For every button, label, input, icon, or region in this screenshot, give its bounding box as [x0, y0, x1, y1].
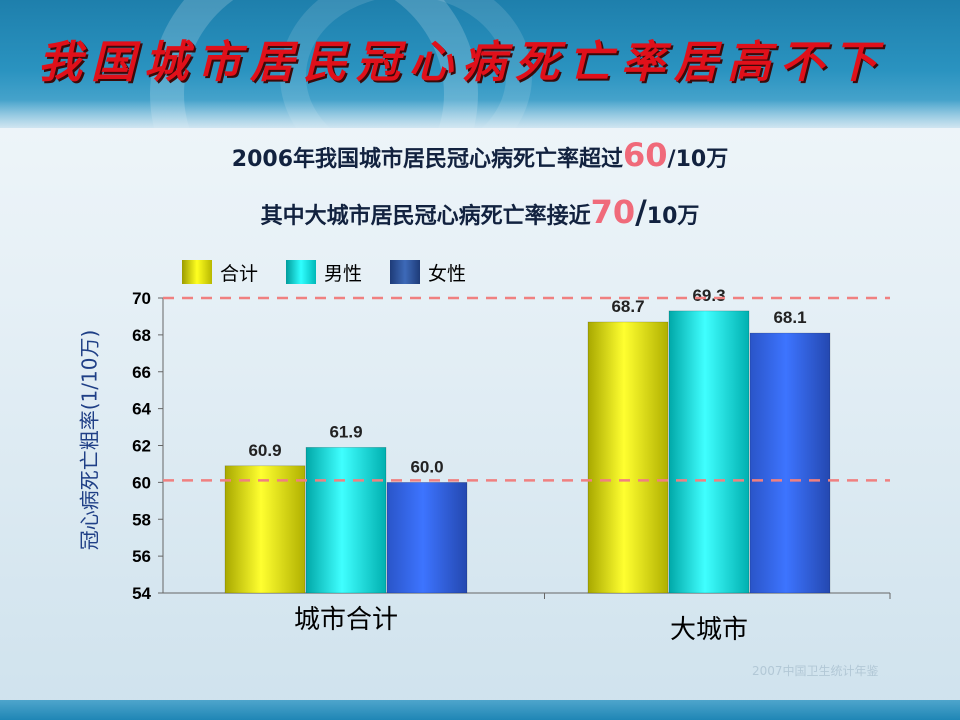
bar-total-0 — [224, 465, 306, 594]
y-tick-label: 60 — [132, 473, 151, 492]
data-label-female-0: 60.0 — [410, 457, 443, 476]
subtitle-2-highlight: 70 — [590, 193, 636, 231]
page-title: 我国城市居民冠心病死亡率居高不下 — [38, 37, 886, 88]
subtitle-2-suffix: 10万 — [646, 204, 700, 229]
legend-label-female: 女性 — [428, 262, 467, 285]
data-label-male-0: 61.9 — [329, 422, 362, 441]
legend-swatch-male — [286, 260, 317, 284]
data-label-female-1: 68.1 — [773, 308, 806, 327]
y-tick-label: 58 — [132, 510, 151, 529]
subtitle-1-suffix: /10万 — [667, 147, 729, 172]
chart-legend: 合计 男性 女性 — [182, 258, 494, 286]
legend-swatch-female — [390, 260, 421, 284]
subtitle-1-prefix: 2006年我国城市居民冠心病死亡率超过 — [231, 147, 624, 172]
legend-item-total: 合计 — [182, 259, 258, 286]
y-tick-label: 56 — [132, 547, 151, 566]
legend-swatch-total — [182, 260, 212, 284]
y-tick-label: 66 — [132, 363, 151, 382]
header-fade — [0, 100, 960, 128]
y-tick-label: 54 — [132, 584, 151, 603]
data-label-total-1: 68.7 — [611, 297, 644, 316]
y-tick-label: 62 — [132, 437, 151, 456]
legend-item-female: 女性 — [390, 259, 466, 286]
header-banner: 我国城市居民冠心病死亡率居高不下 — [0, 0, 960, 128]
legend-label-total: 合计 — [220, 262, 259, 285]
subtitle-2: 其中大城市居民冠心病死亡率接近70/10万 — [0, 193, 960, 231]
subtitle-2-slash: / — [635, 193, 647, 231]
subtitle-1-highlight: 60 — [623, 136, 668, 174]
legend-item-male: 男性 — [286, 259, 362, 286]
footer-bar — [0, 700, 960, 720]
x-category-label: 城市合计 — [294, 605, 398, 635]
y-tick-label: 64 — [132, 400, 151, 419]
bar-male-0 — [305, 447, 387, 594]
bar-male-1 — [668, 310, 750, 594]
data-label-male-1: 69.3 — [692, 286, 725, 305]
subtitle-1: 2006年我国城市居民冠心病死亡率超过60/10万 — [0, 136, 960, 174]
bar-total-1 — [587, 321, 669, 594]
y-tick-label: 70 — [132, 289, 151, 308]
y-tick-label: 68 — [132, 326, 151, 345]
data-label-total-0: 60.9 — [248, 441, 281, 460]
subtitle-2-prefix: 其中大城市居民冠心病死亡率接近 — [260, 204, 591, 229]
watermark: 2007中国卫生统计年鉴 — [752, 664, 879, 678]
x-category-label: 大城市 — [670, 615, 748, 645]
legend-label-male: 男性 — [324, 262, 363, 285]
bar-female-1 — [749, 332, 831, 594]
bar-female-0 — [386, 482, 468, 594]
